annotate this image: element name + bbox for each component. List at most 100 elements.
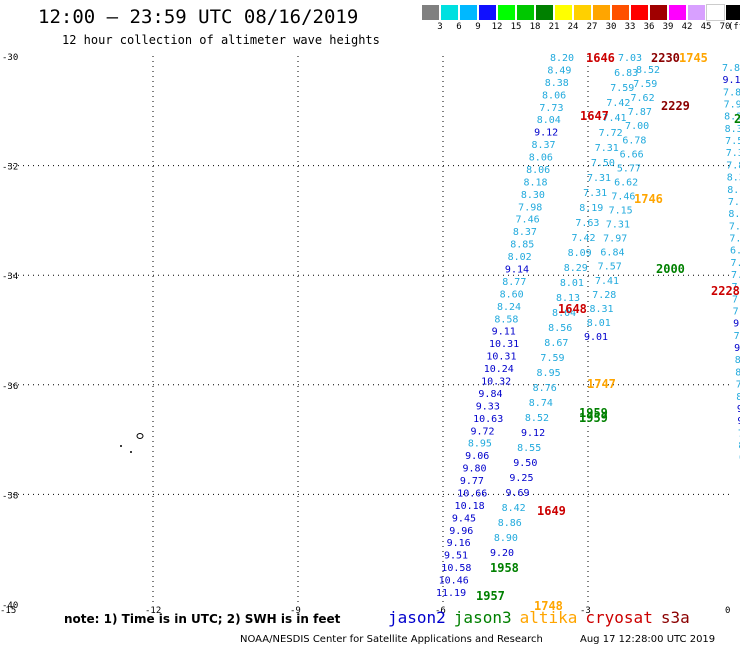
scale-swatch	[593, 5, 610, 20]
swh-value: 8.90	[494, 533, 518, 544]
time-label: 1959	[579, 411, 608, 425]
swh-value: 8.76	[533, 383, 557, 394]
scale-swatch	[631, 5, 648, 20]
swh-value: 8.20	[550, 53, 574, 64]
swh-value: 9.12	[534, 128, 558, 139]
swh-value: 10.31	[489, 339, 519, 350]
swh-value: 7.41	[595, 276, 619, 287]
scale-label: 18	[529, 22, 541, 32]
swh-value: 7.85	[738, 428, 740, 439]
swh-value: 7.59	[540, 353, 564, 364]
lon-label: -9	[290, 606, 301, 616]
swh-value: 10.24	[484, 364, 514, 375]
swh-value: 9.77	[460, 476, 484, 487]
swh-value: 7.15	[609, 206, 633, 217]
swh-value: 7.72	[599, 128, 623, 139]
scale-label: 21	[548, 22, 560, 32]
swh-value: 8.52	[636, 65, 660, 76]
swh-value: 8.86	[498, 518, 522, 529]
swh-value: 8.29	[564, 263, 588, 274]
swh-value: 8.95	[537, 368, 561, 379]
scale-label: 39	[662, 22, 674, 32]
swh-value: 8.06	[542, 90, 566, 101]
swh-value: 7.42	[606, 98, 630, 109]
swh-value: 8.39	[727, 173, 740, 184]
swh-value: 7.33	[726, 148, 740, 159]
swh-value: 6.78	[622, 135, 646, 146]
map-title: 12:00 – 23:59 UTC 08/16/2019	[38, 6, 359, 28]
scale-label: 9	[475, 22, 481, 32]
legend-jason2: jason2	[388, 608, 446, 627]
legend-cryosat: cryosat	[585, 608, 653, 627]
swh-value: 7.31	[606, 220, 630, 231]
swh-value: 7.00	[625, 121, 649, 132]
swh-value: 8.60	[500, 289, 524, 300]
swh-value: 8.98	[736, 392, 740, 403]
swh-value: 8.02	[508, 252, 532, 263]
footer-timestamp: Aug 17 12:28:00 UTC 2019	[580, 634, 716, 645]
swh-value: 7.98	[518, 202, 542, 213]
swh-value: 8.22	[724, 112, 740, 123]
swh-value: 8.42	[502, 503, 526, 514]
swh-value: 7.13	[733, 307, 740, 318]
swh-value: 10.66	[457, 488, 487, 499]
swh-value: 7.62	[631, 93, 655, 104]
swh-value: 9.16	[447, 538, 471, 549]
swh-value: 9.21	[733, 319, 740, 330]
swh-value: 8.55	[517, 443, 541, 454]
swh-value: 10.31	[486, 352, 516, 363]
swh-value: 8.13	[556, 293, 580, 304]
swh-value: 9.60	[737, 416, 740, 427]
scale-label: 15	[510, 22, 522, 32]
swh-value: 8.56	[548, 323, 572, 334]
scale-swatch	[688, 5, 705, 20]
time-label: 1959	[579, 406, 608, 420]
swh-value: 9.50	[513, 458, 537, 469]
scale-swatch	[460, 5, 477, 20]
swh-value: 6.94	[739, 453, 740, 464]
swh-value: 8.37	[531, 140, 555, 151]
swh-value: 8.02	[738, 440, 740, 451]
swh-value: 7.90	[728, 197, 740, 208]
swh-value: 7.77	[734, 331, 740, 342]
scale-swatch	[574, 5, 591, 20]
swh-value: 8.95	[468, 439, 492, 450]
swh-value: 7.50	[725, 136, 740, 147]
time-label: 2230	[651, 51, 680, 65]
satellite-legend: jason2 jason3 altika cryosat s3a	[388, 608, 698, 627]
swh-value: 8.06	[529, 153, 553, 164]
scale-swatch	[441, 5, 458, 20]
swh-value: 9.33	[476, 401, 500, 412]
swh-value: 7.41	[602, 113, 626, 124]
swh-value: 9.20	[490, 548, 514, 559]
swh-value: 7.31	[587, 173, 611, 184]
swh-value: 7.97	[603, 234, 627, 245]
map-subtitle: 12 hour collection of altimeter wave hei…	[62, 33, 380, 47]
swh-value: 7.31	[595, 143, 619, 154]
time-label: 1746	[634, 192, 663, 206]
swh-value: 7.50	[591, 158, 615, 169]
lat-label: -38	[2, 491, 18, 501]
swh-value: 7.57	[598, 262, 622, 273]
scale-swatch	[536, 5, 553, 20]
swh-value: 9.12	[521, 428, 545, 439]
scale-label: 24	[567, 22, 579, 32]
swh-value: 7.13	[729, 233, 740, 244]
swh-value: 7.79	[732, 282, 740, 293]
swh-value: 8.62	[735, 367, 740, 378]
swh-value: 8.74	[529, 398, 553, 409]
swh-value: 9.72	[470, 426, 494, 437]
swh-value: 8.04	[552, 308, 576, 319]
lon-label: -3	[580, 606, 591, 616]
swh-value: 8.37	[513, 227, 537, 238]
scale-label: 3	[437, 22, 443, 32]
scale-label: 27	[586, 22, 598, 32]
swh-value: 7.46	[611, 191, 635, 202]
swh-value: 8.85	[510, 240, 534, 251]
lat-label: -34	[2, 272, 18, 282]
lat-label: -36	[2, 382, 18, 392]
swh-value: 9.28	[737, 404, 740, 415]
legend-jason3: jason3	[453, 608, 512, 627]
swh-value: 10.63	[473, 414, 503, 425]
lon-label: 0	[725, 606, 730, 616]
